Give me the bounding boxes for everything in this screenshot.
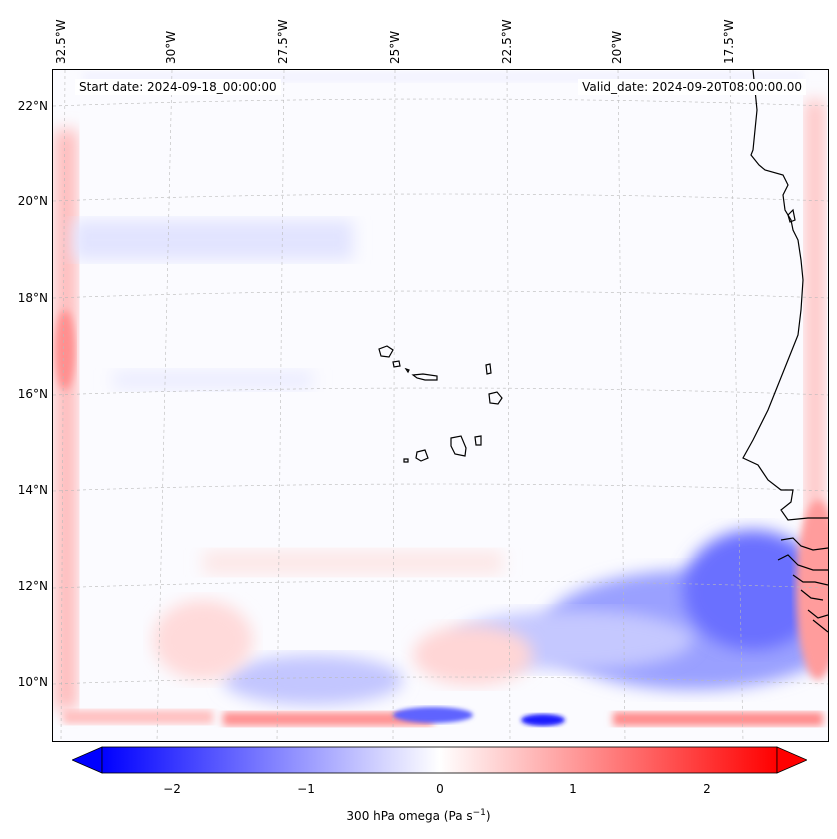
island-boa-vista bbox=[488, 391, 503, 405]
meridian-32-5w bbox=[60, 70, 66, 741]
lon-label-17-5w: 17.5°W bbox=[722, 19, 736, 64]
lon-label-32-5w: 32.5°W bbox=[54, 19, 68, 64]
subsidence-cell-south-west bbox=[153, 600, 253, 680]
cape-verde-islands bbox=[378, 345, 503, 463]
ascent-core-bottom bbox=[521, 714, 565, 726]
ascent-core-south-east bbox=[683, 530, 823, 650]
island-santiago bbox=[450, 435, 467, 457]
boundary-strip-left bbox=[55, 130, 77, 710]
coastline-guinea-bissau bbox=[777, 554, 828, 633]
boundary-strip-right bbox=[805, 100, 825, 520]
parallel-14n bbox=[53, 483, 828, 492]
subsidence-cell-south bbox=[413, 625, 533, 685]
parallel-20n bbox=[53, 193, 828, 202]
lat-label-10n: 10°N bbox=[17, 675, 48, 689]
island-sal bbox=[485, 363, 492, 375]
meridian-27-5w bbox=[276, 70, 285, 741]
island-sao-vicente bbox=[392, 360, 401, 368]
african-coastline bbox=[742, 70, 828, 633]
lat-label-18n: 18°N bbox=[17, 291, 48, 305]
omega-field-map bbox=[53, 70, 828, 741]
parallel-22n bbox=[53, 98, 828, 107]
colorbar-tick-2: 2 bbox=[703, 782, 711, 796]
boundary-strip-bottom-east bbox=[613, 712, 823, 726]
island-maio bbox=[474, 435, 482, 446]
omega-band-mid bbox=[113, 370, 313, 390]
boundary-strip-bottom-west bbox=[223, 712, 433, 726]
boundary-max-left bbox=[55, 310, 75, 390]
colorbar-tick-0: 0 bbox=[436, 782, 444, 796]
lat-label-12n: 12°N bbox=[17, 579, 48, 593]
lon-label-27-5w: 27.5°W bbox=[276, 19, 290, 64]
lat-label-22n: 22°N bbox=[17, 99, 48, 113]
ascent-area-bottom bbox=[393, 707, 473, 723]
colorbar bbox=[72, 746, 807, 774]
island-santa-luzia bbox=[404, 367, 410, 374]
omega-band-south bbox=[203, 550, 503, 575]
meridian-25w bbox=[392, 70, 396, 741]
island-santo-antao bbox=[378, 345, 394, 358]
coastline-canary-edge bbox=[787, 208, 796, 223]
lon-label-25w: 25°W bbox=[388, 30, 402, 64]
lat-label-20n: 20°N bbox=[17, 194, 48, 208]
parallel-18n bbox=[53, 290, 828, 299]
boundary-strip-top bbox=[83, 72, 803, 82]
colorbar-tick-neg1: −1 bbox=[297, 782, 315, 796]
meridian-20w bbox=[617, 70, 626, 741]
lon-label-30w: 30°W bbox=[164, 30, 178, 64]
ascent-area-south-west bbox=[223, 655, 403, 705]
lat-label-14n: 14°N bbox=[17, 483, 48, 497]
colorbar-extend-high bbox=[776, 746, 807, 774]
meridian-30w bbox=[156, 70, 173, 741]
omega-field bbox=[53, 70, 828, 741]
graticule bbox=[53, 70, 828, 741]
colorbar-extend-low bbox=[72, 746, 103, 774]
island-fogo bbox=[415, 449, 429, 462]
map-panel[interactable]: Start date: 2024-09-18_00:00:00 Valid_da… bbox=[52, 69, 829, 742]
lat-label-16n: 16°N bbox=[17, 387, 48, 401]
colorbar-label: 300 hPa omega (Pa s−1) bbox=[0, 808, 837, 823]
lon-label-20w: 20°W bbox=[610, 30, 624, 64]
lon-label-22-5w: 22.5°W bbox=[500, 19, 514, 64]
meridian-22-5w bbox=[506, 70, 511, 741]
parallel-10n bbox=[53, 676, 828, 685]
start-date-label: Start date: 2024-09-18_00:00:00 bbox=[75, 79, 281, 95]
colorbar-tick-neg2: −2 bbox=[163, 782, 181, 796]
coastline-mauritania-senegal bbox=[742, 70, 828, 521]
colorbar-label-text: 300 hPa omega (Pa s bbox=[346, 809, 473, 823]
boundary-strip-bottom-corner bbox=[63, 710, 213, 724]
coastline-gambia bbox=[780, 537, 828, 551]
parallel-12n bbox=[53, 580, 828, 589]
colorbar-body bbox=[101, 746, 778, 774]
parallel-16n bbox=[53, 387, 828, 396]
colorbar-label-superscript: −1 bbox=[472, 808, 486, 818]
island-sao-nicolau bbox=[411, 373, 438, 381]
colorbar-tick-1: 1 bbox=[569, 782, 577, 796]
colorbar-label-end: ) bbox=[485, 809, 491, 823]
island-brava bbox=[403, 458, 409, 463]
valid-date-label: Valid_date: 2024-09-20T08:00:00.00 bbox=[578, 79, 806, 95]
meridian-17-5w bbox=[729, 70, 744, 741]
omega-band-north bbox=[73, 220, 353, 260]
subsidence-area-coast bbox=[796, 500, 828, 680]
